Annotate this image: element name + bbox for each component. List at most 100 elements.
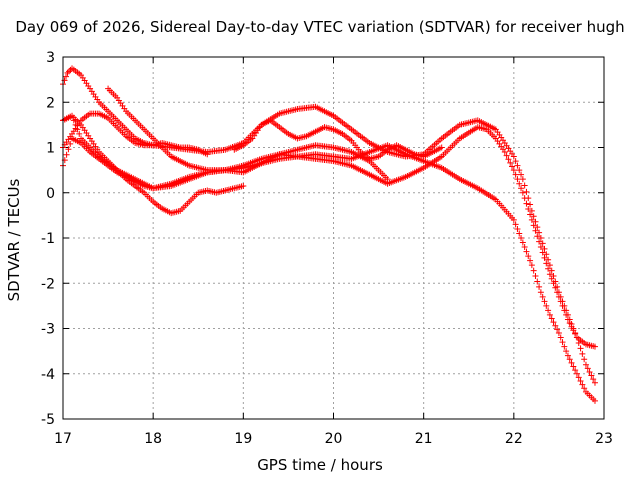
data-point (555, 289, 562, 296)
data-point (584, 365, 591, 372)
data-point (563, 307, 570, 314)
data-point (530, 267, 537, 274)
data-point (530, 222, 537, 229)
data-point (501, 149, 508, 156)
data-point (527, 201, 534, 208)
data-point (539, 240, 546, 247)
y-tick-label: -3 (41, 322, 55, 338)
data-point (559, 298, 566, 305)
series-track-f (60, 103, 598, 386)
data-point (557, 334, 564, 341)
data-point (591, 397, 598, 404)
data-point (568, 320, 575, 327)
data-point (528, 207, 535, 214)
y-tick-label: -5 (41, 412, 55, 428)
data-point (577, 345, 584, 352)
data-point (536, 283, 543, 290)
data-point (550, 319, 557, 326)
x-tick-label: 22 (505, 431, 523, 447)
data-point (61, 77, 68, 84)
data-point (69, 112, 76, 119)
x-tick-label: 19 (234, 431, 252, 447)
data-point (545, 307, 552, 314)
data-point (590, 376, 597, 383)
data-point (566, 356, 573, 363)
data-point (573, 334, 580, 341)
data-point (546, 271, 553, 278)
data-point (536, 238, 543, 245)
data-point (67, 140, 74, 147)
data-point (516, 230, 523, 237)
data-point (518, 185, 525, 192)
x-tick-label: 20 (325, 431, 343, 447)
data-point (570, 325, 577, 332)
data-point (514, 176, 521, 183)
y-tick-label: -4 (41, 367, 55, 383)
data-point (539, 293, 546, 300)
data-point (65, 146, 72, 153)
data-point (575, 374, 582, 381)
y-tick-label: -2 (41, 276, 55, 292)
data-point (543, 302, 550, 309)
data-point (543, 251, 550, 258)
data-point (519, 239, 526, 246)
data-point (510, 167, 517, 174)
data-point (564, 352, 571, 359)
data-point (563, 348, 570, 355)
data-point (534, 233, 541, 240)
data-point (523, 200, 530, 207)
data-point (527, 257, 534, 264)
data-point (536, 229, 543, 236)
data-point (534, 278, 541, 285)
data-point (557, 293, 564, 300)
data-point (518, 171, 525, 178)
data-point (581, 385, 588, 392)
data-point (532, 273, 539, 280)
data-point (525, 253, 532, 260)
data-point (545, 265, 552, 272)
data-point (541, 245, 548, 252)
data-point (561, 302, 568, 309)
grid (63, 57, 604, 419)
data-point (577, 377, 584, 384)
data-point (572, 330, 579, 337)
data-point (566, 316, 573, 323)
data-point (541, 298, 548, 305)
data-point (512, 171, 519, 178)
data-point (555, 330, 562, 337)
data-point (528, 262, 535, 269)
data-point (564, 311, 571, 318)
data-point (546, 262, 553, 269)
data-point (537, 235, 544, 241)
data-point (573, 370, 580, 377)
data-point (550, 273, 557, 280)
data-point (503, 152, 510, 159)
data-point (63, 73, 70, 80)
x-axis-label: GPS time / hours (257, 456, 383, 474)
x-tick-label: 18 (144, 431, 162, 447)
data-point (512, 221, 519, 228)
data-point (537, 244, 544, 251)
data-point (530, 213, 537, 220)
y-tick-label: 0 (46, 186, 55, 202)
data-point (240, 182, 247, 189)
data-point (579, 350, 586, 357)
data-point (512, 158, 519, 165)
data-point (559, 339, 566, 346)
x-tick-label: 17 (54, 431, 72, 447)
data-point (521, 244, 528, 251)
data-point (532, 227, 539, 234)
data-point (548, 315, 555, 322)
y-tick-label: -1 (41, 231, 55, 247)
data-point (519, 189, 526, 196)
plot-frame (62, 56, 605, 420)
chart-title: Day 069 of 2026, Sidereal Day-to-day VTE… (15, 18, 625, 36)
data-point (537, 289, 544, 296)
data-point (523, 248, 530, 255)
x-tick-label: 23 (595, 431, 613, 447)
data-point (523, 188, 530, 195)
data-point (575, 339, 582, 346)
data-point (545, 256, 552, 263)
